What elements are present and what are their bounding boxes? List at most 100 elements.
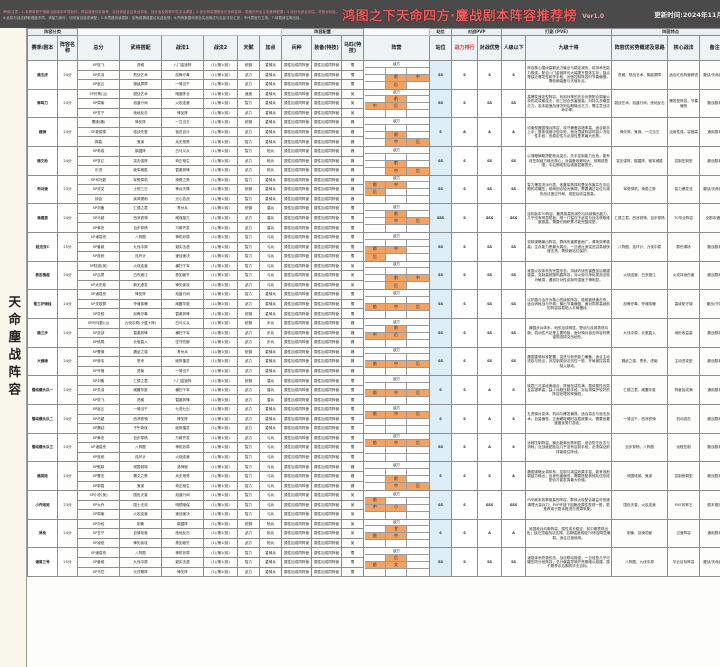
formation-slot-1[interactable]: 中 bbox=[385, 182, 408, 190]
column-header-12[interactable]: 站位 bbox=[429, 35, 453, 61]
table-row[interactable]: 魏五虎 24分 SP张飞 虎威 八门金锁阵 (1)/第1(前) 统御 重骑兵 属性加成同阵营 属性… bbox=[27, 60, 720, 90]
formation-slot-6[interactable] bbox=[364, 167, 386, 175]
formation-slot-8[interactable] bbox=[407, 569, 429, 576]
formation-slot-7[interactable] bbox=[385, 339, 408, 347]
formation-slot-3[interactable] bbox=[364, 74, 386, 82]
formation-slot-1[interactable] bbox=[385, 268, 408, 276]
formation-slot-7[interactable] bbox=[385, 368, 408, 375]
formation-slot-7[interactable] bbox=[385, 397, 408, 404]
formation-slot-4[interactable]: 中 bbox=[385, 304, 408, 312]
column-header-17[interactable]: 阵容优劣势概述及思路 bbox=[611, 35, 669, 61]
formation-slot-5[interactable] bbox=[407, 103, 429, 111]
formation-slot-4[interactable] bbox=[385, 189, 408, 197]
formation-slot-3[interactable] bbox=[364, 275, 386, 283]
formation-slot-4[interactable]: 前 bbox=[385, 275, 408, 283]
formation-slot-5[interactable] bbox=[407, 504, 429, 512]
table-row[interactable]: 郭嘉 鬼谋 兵无常势 (1)/第1(前) 智力 重骑兵 属性加成同阵营 属性加成同阵营魏 bbox=[28, 136, 720, 147]
formation-slot-5[interactable] bbox=[407, 447, 429, 455]
table-row[interactable]: SP甘宁 百骑劫营 绝地反击 (1)/第1(前) 武力 枪兵 属性加成同阵营 属性加成同阵营吴 bbox=[28, 528, 720, 539]
table-row[interactable]: SP周瑜 火攻连营 速战速决 (1)/第1(前) 智力 弓兵 属性加成同阵营 属性加成同阵营吴 bbox=[28, 509, 720, 520]
table-row[interactable]: 舞鸣刀 24分 SP孙策(山) 越战艺术 暗度陈仓 (1)/第1(前) 速度 重骑兵 属性加成同… bbox=[27, 88, 720, 119]
formation-slot-5[interactable] bbox=[407, 246, 429, 254]
formation-slot-7[interactable] bbox=[385, 454, 408, 461]
column-header-0[interactable]: 赛季/剧本 bbox=[27, 35, 58, 61]
formation-slot-1[interactable]: 甘 bbox=[385, 526, 408, 534]
column-header-5[interactable]: 战法2 bbox=[203, 35, 239, 61]
formation-slot-8[interactable] bbox=[407, 196, 429, 203]
formation-slot-0[interactable]: 前 bbox=[364, 412, 386, 419]
formation-slot-8[interactable] bbox=[407, 110, 429, 117]
formation-slot-6[interactable] bbox=[364, 282, 386, 289]
column-header-11[interactable]: 阵营 bbox=[363, 35, 431, 61]
column-header-14[interactable]: 对战优势 bbox=[477, 35, 503, 61]
table-row[interactable]: 大魏骑 24分 SP曹操 魏武之强 青州兵 (1)/第1(前) 统御 重骑兵 属性加成同阵营 属性… bbox=[27, 346, 720, 377]
formation-slot-5[interactable] bbox=[407, 533, 429, 541]
formation-slot-8[interactable] bbox=[407, 425, 429, 433]
formation-slot-3[interactable]: 前 bbox=[364, 304, 386, 312]
formation-slot-1[interactable] bbox=[385, 67, 408, 75]
formation-slot-7[interactable]: 后 bbox=[385, 282, 408, 289]
column-header-16[interactable]: 九级十将 bbox=[525, 35, 613, 61]
formation-cell[interactable]: 敌方前中后 bbox=[363, 289, 431, 320]
table-row[interactable]: 魏三步 24分 SP司马懿(山) 九伐中原(小翼十阵) 白马义从 (1)/第1(前) 统御步… bbox=[27, 318, 720, 348]
formation-slot-1[interactable]: 中 bbox=[385, 440, 408, 448]
formation-slot-6[interactable] bbox=[364, 483, 386, 490]
formation-cell[interactable]: 敌方前中后 bbox=[363, 318, 431, 348]
formation-cell[interactable]: 敌方前中后 bbox=[363, 346, 431, 377]
formation-cell[interactable]: 敌方前中后 bbox=[363, 60, 431, 90]
formation-slot-0[interactable]: 前 bbox=[364, 440, 386, 448]
column-header-6[interactable]: 天赋 bbox=[237, 35, 261, 61]
formation-slot-1[interactable]: 前 bbox=[385, 326, 408, 333]
table-row[interactable]: SP许褚 虎痴 一骑当千 (1)/第1(前) 武力 重骑兵 属性加成同阵营 属性加成同阵营魏 bbox=[28, 365, 720, 377]
formation-slot-4[interactable]: 前 bbox=[385, 476, 408, 484]
table-row[interactable]: SP庞统 连环计 速战速决 (1)/第1(前) 智力 弓兵 属性加成同阵营 属性加成同阵营蜀 bbox=[28, 251, 720, 262]
formation-slot-3[interactable] bbox=[364, 160, 386, 168]
formation-slot-3[interactable] bbox=[364, 476, 386, 484]
formation-slot-0[interactable] bbox=[364, 354, 386, 362]
table-row[interactable]: SP甘宁 绝地反击 锋矢阵 (1)/第1(前) 武力 重骑兵 属性加成同阵营 属性加成同阵营吴 bbox=[28, 107, 720, 119]
formation-slot-3[interactable]: 后 bbox=[364, 189, 386, 197]
formation-slot-3[interactable]: 前 bbox=[364, 562, 386, 570]
formation-slot-8[interactable] bbox=[407, 540, 429, 547]
formation-cell[interactable]: 敌方前中后 bbox=[363, 232, 431, 262]
formation-slot-0[interactable] bbox=[364, 67, 386, 75]
formation-slot-2[interactable] bbox=[407, 555, 429, 563]
table-row[interactable]: 诸葛三号 25分 SP诸葛亮 八阵图 神机妙算 (1)/第1(前) 智力 重骑兵 属性加成同阵营… bbox=[27, 547, 720, 578]
formation-slot-4[interactable]: 中 bbox=[385, 218, 408, 226]
column-header-15[interactable]: 人级以下 bbox=[501, 35, 527, 61]
formation-slot-6[interactable] bbox=[364, 454, 386, 461]
table-row[interactable]: 司马骑 23分 SP司马懿 军势择机 掎角之势 (1)/第1(前) 智力 重骑兵 属性加成同阵营… bbox=[27, 174, 720, 205]
formation-slot-3[interactable]: 中 bbox=[364, 103, 386, 111]
formation-slot-6[interactable] bbox=[364, 81, 386, 89]
formation-slot-7[interactable] bbox=[385, 311, 408, 318]
table-row[interactable]: SP郭嘉 鬼谋 奇正相生 (1)/第1(前) 智力 弓兵 属性加成同阵营 属性加成同阵营魏 bbox=[28, 480, 720, 492]
formation-slot-7[interactable] bbox=[385, 196, 408, 203]
formation-slot-6[interactable] bbox=[364, 311, 386, 318]
formation-slot-2[interactable] bbox=[407, 239, 429, 247]
table-row[interactable]: 蜀纯爆头队二 24分 SP赵云 一骑当千 七进七出 (1)/第1(前) 武力 重骑兵 属性加成同… bbox=[27, 404, 720, 434]
formation-slot-3[interactable] bbox=[364, 132, 386, 140]
formation-slot-3[interactable]: 前 bbox=[364, 361, 386, 369]
formation-slot-5[interactable]: 后 bbox=[407, 304, 429, 312]
formation-slot-0[interactable] bbox=[364, 96, 386, 104]
formation-slot-4[interactable]: 中 bbox=[385, 533, 408, 541]
formation-slot-1[interactable] bbox=[385, 153, 408, 161]
formation-slot-2[interactable] bbox=[407, 125, 429, 133]
formation-slot-6[interactable] bbox=[364, 397, 386, 404]
formation-slot-3[interactable]: 前 bbox=[364, 390, 386, 398]
formation-slot-8[interactable] bbox=[407, 339, 429, 347]
formation-slot-6[interactable] bbox=[364, 425, 386, 433]
table-row[interactable]: SP姜维 九伐中原 避实击虚 (1)/第1(前) 智力 弓兵 属性加成同阵营 属性加成同阵营蜀 bbox=[28, 241, 720, 253]
column-header-19[interactable]: 备注 bbox=[699, 35, 720, 61]
formation-slot-8[interactable] bbox=[407, 253, 429, 261]
formation-slot-0[interactable] bbox=[364, 125, 386, 133]
formation-cell[interactable]: 敌方前中后 bbox=[363, 203, 431, 234]
formation-slot-0[interactable] bbox=[364, 297, 386, 305]
table-row[interactable]: 乐进 破军威胜 暂避其锋 (1)/第1(前) 武力 枪兵 属性加成同阵营 属性加成同阵营魏 bbox=[28, 165, 720, 176]
formation-slot-8[interactable] bbox=[407, 511, 429, 519]
column-header-4[interactable]: 战法1 bbox=[161, 35, 205, 61]
formation-cell[interactable]: 敌方前中小 bbox=[363, 490, 431, 520]
table-row[interactable]: SP黄忠 百步穿杨 万箭齐发 (1)/第1(前) 武力 盾兵 属性加成同阵营 属性加成同阵营蜀 bbox=[28, 222, 720, 234]
formation-slot-3[interactable]: 中 bbox=[364, 333, 386, 340]
formation-slot-6[interactable] bbox=[364, 339, 386, 347]
